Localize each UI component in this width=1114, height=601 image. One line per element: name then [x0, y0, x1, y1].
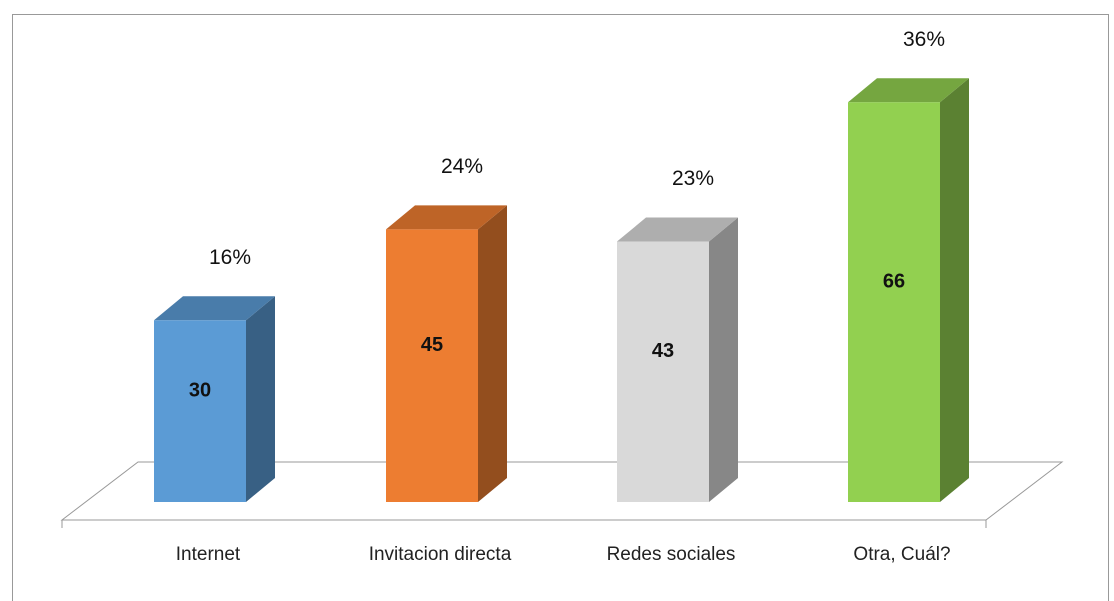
bar-side: [478, 205, 507, 502]
value-label: 30: [189, 379, 211, 401]
bar-side: [940, 78, 969, 502]
x-tick-label: Invitacion directa: [369, 544, 512, 565]
bar-top: [386, 205, 507, 230]
bar: [386, 229, 478, 502]
percent-label: 16%: [209, 246, 251, 269]
bar-top: [617, 217, 738, 242]
percent-label: 36%: [903, 28, 945, 51]
value-label: 45: [421, 334, 443, 356]
bar: [848, 102, 940, 502]
floor: [60, 461, 1064, 521]
percent-label: 23%: [672, 167, 714, 190]
bar-top: [848, 78, 969, 103]
value-label: 43: [652, 340, 674, 362]
bar-side: [709, 217, 738, 503]
x-tick-label: Internet: [176, 544, 241, 565]
x-tick-label: Otra, Cuál?: [853, 544, 950, 565]
bar-side: [246, 296, 275, 502]
percent-label: 24%: [441, 155, 483, 178]
value-label: 66: [883, 270, 905, 292]
bar: [154, 320, 246, 502]
bar-top: [154, 296, 275, 321]
x-tick-label: Redes sociales: [607, 544, 736, 565]
bar: [617, 241, 709, 503]
